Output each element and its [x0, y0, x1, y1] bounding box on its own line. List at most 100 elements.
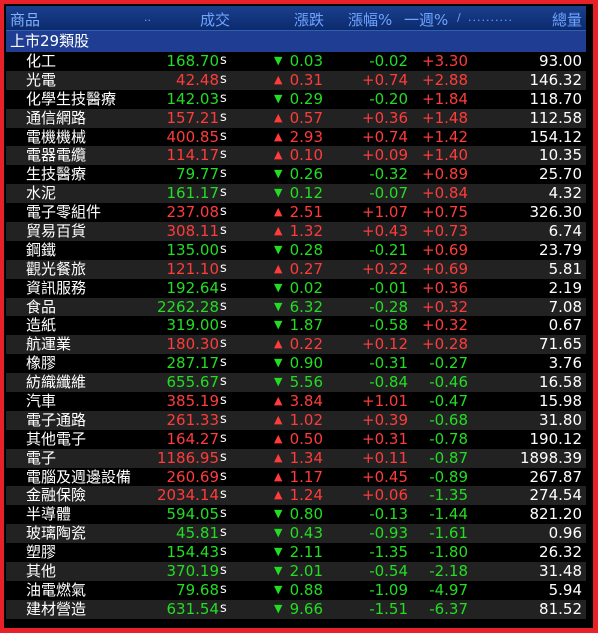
change-value: 0.50: [289, 429, 323, 448]
table-row[interactable]: 航運業 180.30 s ▲ 0.22 +0.12 +0.28 71.65: [6, 335, 586, 355]
group-title[interactable]: 上市29類股: [6, 31, 586, 52]
price-value: 154.43: [166, 543, 220, 562]
change-percent: -0.20: [369, 89, 408, 108]
week-percent: +0.69: [422, 240, 468, 259]
table-row[interactable]: 建材營造 631.54 s ▼ 9.66 -1.51 -6.37 81.52: [6, 599, 586, 619]
volume-value: 190.12: [529, 429, 583, 448]
price-suffix: s: [220, 525, 227, 541]
week-percent: -0.87: [429, 448, 468, 467]
table-row[interactable]: 貿易百貨 308.11 s ▲ 1.32 +0.43 +0.73 6.74: [6, 222, 586, 241]
up-arrow-icon: ▲: [274, 412, 283, 426]
price-suffix: s: [220, 506, 227, 522]
week-percent: -0.89: [429, 467, 468, 486]
up-arrow-icon: ▲: [274, 431, 283, 445]
price-value: 2034.14: [156, 486, 219, 505]
volume-value: 25.70: [539, 165, 582, 184]
change-percent: -1.35: [369, 543, 408, 562]
table-row[interactable]: 鋼鐵 135.00 s ▼ 0.28 -0.21 +0.69 23.79: [6, 241, 586, 260]
change-value: 0.88: [289, 580, 323, 599]
change-percent: +0.45: [362, 467, 408, 486]
change-value: 0.26: [289, 165, 323, 184]
down-arrow-icon: ▼: [274, 54, 283, 67]
week-percent: +0.32: [422, 297, 468, 316]
price-suffix: s: [220, 449, 227, 465]
table-row[interactable]: 油電燃氣 79.68 s ▼ 0.88 -1.09 -4.97 5.94: [6, 581, 586, 600]
category-name: 其他: [26, 562, 57, 581]
change-percent: -0.13: [369, 505, 408, 524]
category-name: 其他電子: [26, 429, 87, 448]
table-row[interactable]: 半導體 594.05 s ▼ 0.80 -0.13 -1.44 821.20: [6, 505, 586, 524]
table-row[interactable]: 電子通路 261.33 s ▲ 1.02 +0.39 -0.68 31.80: [6, 410, 586, 430]
category-name: 金融保險: [26, 486, 87, 505]
price-value: 308.11: [166, 222, 220, 241]
week-percent: -1.80: [429, 543, 468, 562]
table-row[interactable]: 橡膠 287.17 s ▼ 0.90 -0.31 -0.27 3.76: [6, 354, 586, 373]
col-header-name[interactable]: 商品: [10, 11, 41, 29]
col-header-change[interactable]: 漲跌: [294, 11, 325, 29]
table-row[interactable]: 其他 370.19 s ▼ 2.01 -0.54 -2.18 31.48: [6, 562, 586, 581]
price-value: 631.54: [166, 599, 220, 618]
table-row[interactable]: 紡織纖維 655.67 s ▼ 5.56 -0.84 -0.46 16.58: [6, 373, 586, 393]
price-suffix: s: [220, 336, 227, 352]
price-suffix: s: [220, 581, 227, 597]
down-arrow-icon: ▼: [274, 375, 283, 389]
table-row[interactable]: 通信網路 157.21 s ▲ 0.57 +0.36 +1.48 112.58: [6, 108, 586, 128]
table-row[interactable]: 塑膠 154.43 s ▼ 2.11 -1.35 -1.80 26.32: [6, 543, 586, 562]
col-header-pct[interactable]: 漲幅%: [348, 11, 393, 29]
week-percent: +3.30: [422, 52, 468, 70]
table-row[interactable]: 其他電子 164.27 s ▲ 0.50 +0.31 -0.78 190.12: [6, 430, 586, 449]
price-value: 161.17: [166, 184, 220, 203]
up-arrow-icon: ▲: [274, 129, 283, 143]
week-percent: +0.89: [422, 165, 468, 184]
category-name: 油電燃氣: [26, 580, 87, 599]
price-suffix: s: [220, 393, 227, 409]
week-percent: +1.42: [422, 127, 468, 146]
change-percent: +1.01: [362, 392, 408, 411]
table-row[interactable]: 電器電纜 114.17 s ▲ 0.10 +0.09 +1.40 10.35: [6, 146, 586, 166]
table-row[interactable]: 光電 42.48 s ▲ 0.31 +0.74 +2.88 146.32: [6, 70, 586, 90]
price-suffix: s: [220, 487, 227, 503]
table-row[interactable]: 水泥 161.17 s ▼ 0.12 -0.07 +0.84 4.32: [6, 184, 586, 204]
table-row[interactable]: 觀光餐旅 121.10 s ▲ 0.27 +0.22 +0.69 5.81: [6, 259, 586, 279]
change-percent: -0.21: [369, 240, 408, 259]
table-row[interactable]: 食品 2262.28 s ▼ 6.32 -0.28 +0.32 7.08: [6, 297, 586, 317]
change-value: 0.12: [289, 184, 323, 203]
change-value: 0.02: [289, 278, 323, 297]
category-name: 塑膠: [26, 543, 57, 562]
price-suffix: s: [220, 90, 227, 106]
up-arrow-icon: ▲: [274, 261, 283, 275]
down-arrow-icon: ▼: [274, 318, 283, 332]
table-row[interactable]: 電腦及週邊設備 260.69 s ▲ 1.17 +0.45 -0.89 267.87: [6, 468, 586, 487]
volume-value: 154.12: [529, 127, 583, 146]
col-header-price[interactable]: 成交: [200, 11, 231, 29]
volume-value: 31.80: [539, 410, 582, 429]
table-row[interactable]: 造紙 319.00 s ▼ 1.87 -0.58 +0.32 0.67: [6, 316, 586, 335]
col-header-dots[interactable]: ..........: [468, 11, 513, 24]
volume-value: 4.32: [548, 184, 582, 203]
volume-value: 0.67: [548, 316, 582, 335]
week-percent: -2.18: [429, 562, 468, 581]
down-arrow-icon: ▼: [274, 507, 283, 521]
col-header-sort[interactable]: ..: [144, 11, 151, 24]
table-row[interactable]: 電子零組件 237.08 s ▲ 2.51 +1.07 +0.75 326.30: [6, 203, 586, 222]
volume-value: 16.58: [539, 373, 582, 392]
table-row[interactable]: 玻璃陶瓷 45.81 s ▼ 0.43 -0.93 -1.61 0.96: [6, 524, 586, 544]
price-suffix: s: [220, 411, 227, 427]
table-row[interactable]: 化工 168.70 s ▼ 0.03 -0.02 +3.30 93.00: [6, 52, 586, 71]
col-header-week[interactable]: 一週%: [404, 11, 449, 29]
table-row[interactable]: 生技醫療 79.77 s ▼ 0.26 -0.32 +0.89 25.70: [6, 165, 586, 184]
price-value: 1186.95: [156, 448, 219, 467]
volume-value: 118.70: [529, 89, 583, 108]
change-value: 5.56: [289, 373, 323, 392]
table-row[interactable]: 化學生技醫療 142.03 s ▼ 0.29 -0.20 +1.84 118.70: [6, 90, 586, 109]
change-value: 6.32: [289, 297, 323, 316]
change-percent: -0.02: [369, 52, 408, 70]
table-row[interactable]: 汽車 385.19 s ▲ 3.84 +1.01 -0.47 15.98: [6, 392, 586, 411]
table-row[interactable]: 資訊服務 192.64 s ▼ 0.02 -0.01 +0.36 2.19: [6, 279, 586, 298]
down-arrow-icon: ▼: [274, 242, 283, 256]
table-row[interactable]: 金融保險 2034.14 s ▲ 1.24 +0.06 -1.35 274.54: [6, 486, 586, 506]
col-header-volume[interactable]: 總量: [551, 11, 582, 29]
table-row[interactable]: 電子 1186.95 s ▲ 1.34 +0.11 -0.87 1898.39: [6, 448, 586, 468]
table-row[interactable]: 電機機械 400.85 s ▲ 2.93 +0.74 +1.42 154.12: [6, 128, 586, 147]
price-value: 121.10: [166, 259, 220, 278]
